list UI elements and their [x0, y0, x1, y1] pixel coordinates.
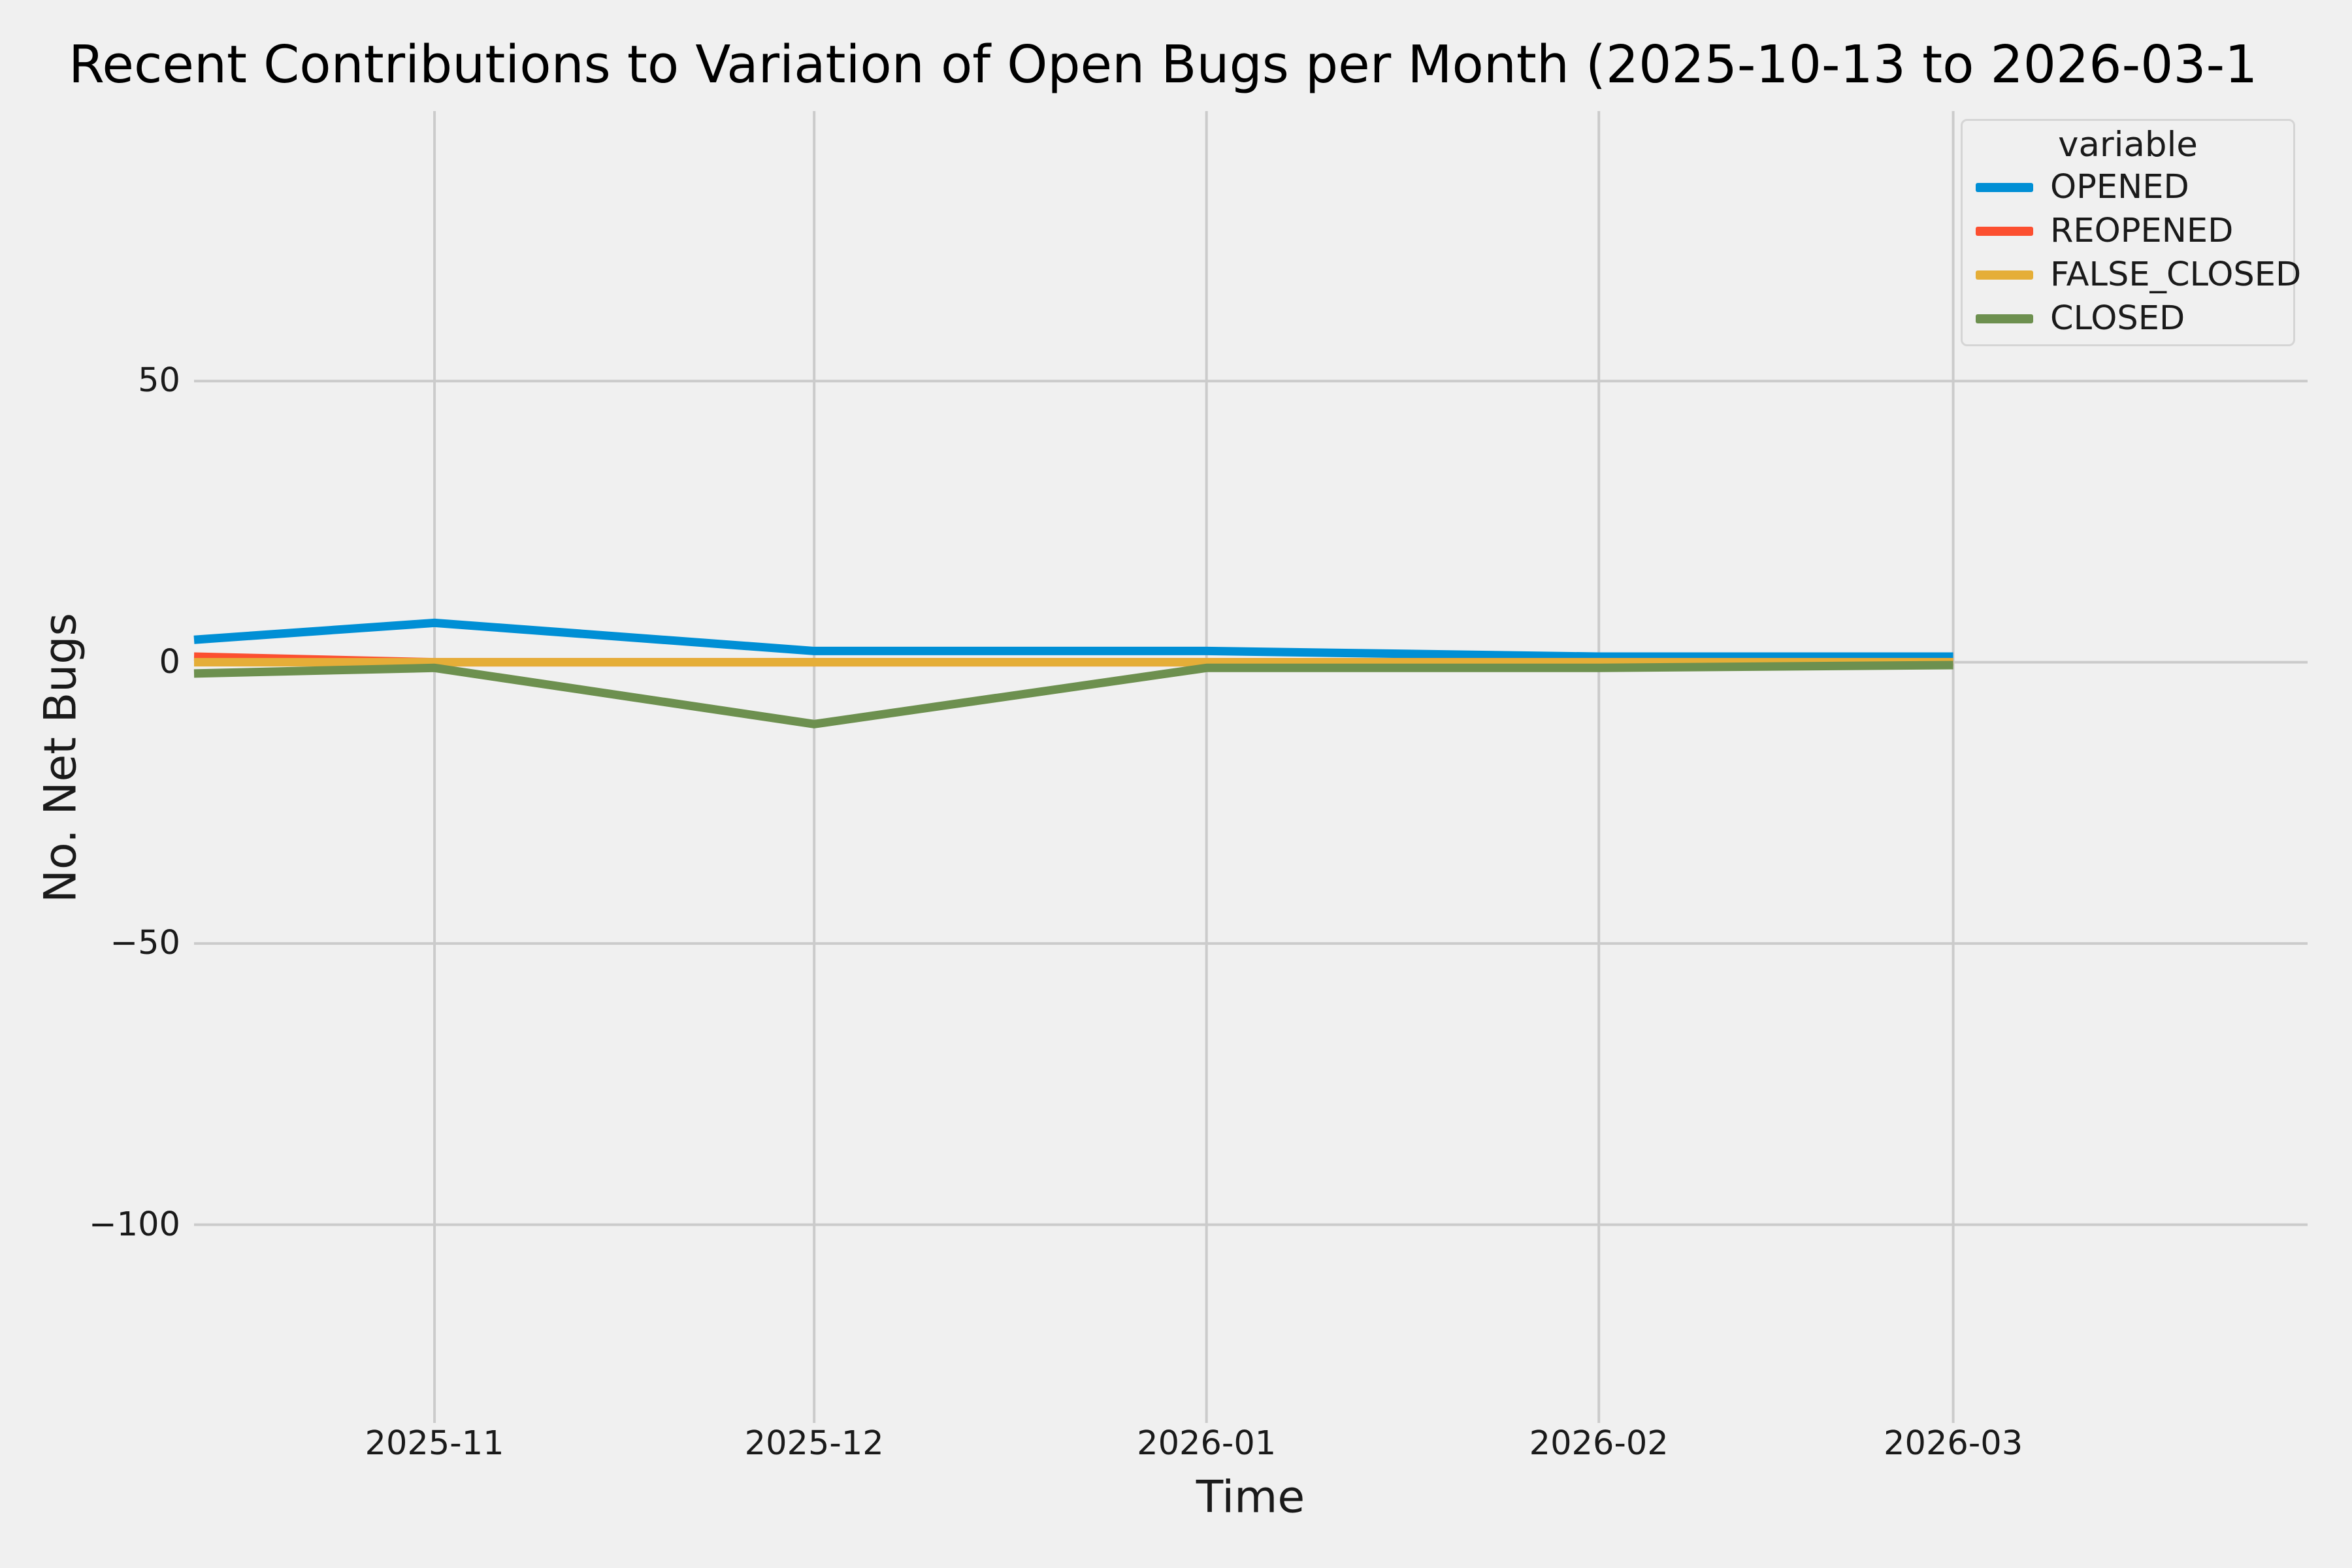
series-line-closed — [193, 661, 1953, 728]
legend: variable OPENED REOPENED FALSE_CLOSED CLOSE… — [1961, 119, 2301, 346]
legend-item: OPENED — [1976, 165, 2293, 209]
legend-label: CLOSED — [2050, 299, 2185, 338]
vertical-gridlines — [433, 111, 1955, 1423]
y-axis-label: No. Net Bugs — [35, 613, 87, 903]
legend-item: REOPENED — [1976, 209, 2293, 253]
series-line-opened — [193, 618, 1953, 661]
y-tick-label: 50 — [138, 361, 180, 400]
legend-items: OPENED REOPENED FALSE_CLOSED CLOSED — [1976, 165, 2301, 340]
x-axis-label: Time — [1196, 1471, 1305, 1524]
legend-swatch-reopened — [1976, 226, 2033, 236]
legend-label: FALSE_CLOSED — [2050, 255, 2302, 294]
y-tick-label: −100 — [88, 1205, 180, 1244]
x-tick-label: 2026-03 — [1884, 1424, 2023, 1463]
x-tick-label: 2026-02 — [1529, 1424, 1669, 1463]
legend-label: REOPENED — [2050, 212, 2234, 250]
series-lines — [193, 618, 1953, 728]
y-tick-label: 0 — [159, 642, 180, 681]
chart-title: Recent Contributions to Variation of Ope… — [69, 35, 2258, 95]
x-tick-label: 2025-12 — [744, 1424, 884, 1463]
legend-item: CLOSED — [1976, 297, 2293, 340]
y-tick-label: −50 — [110, 924, 180, 963]
legend-swatch-closed — [1976, 314, 2033, 323]
legend-swatch-false_closed — [1976, 270, 2033, 280]
legend-swatch-opened — [1976, 182, 2033, 192]
legend-item: FALSE_CLOSED — [1976, 253, 2301, 297]
legend-title: variable — [2058, 125, 2198, 165]
legend-label: OPENED — [2050, 168, 2189, 206]
x-tick-label: 2025-11 — [365, 1424, 504, 1463]
x-tick-label: 2026-01 — [1137, 1424, 1277, 1463]
horizontal-gridlines — [194, 380, 2308, 1226]
